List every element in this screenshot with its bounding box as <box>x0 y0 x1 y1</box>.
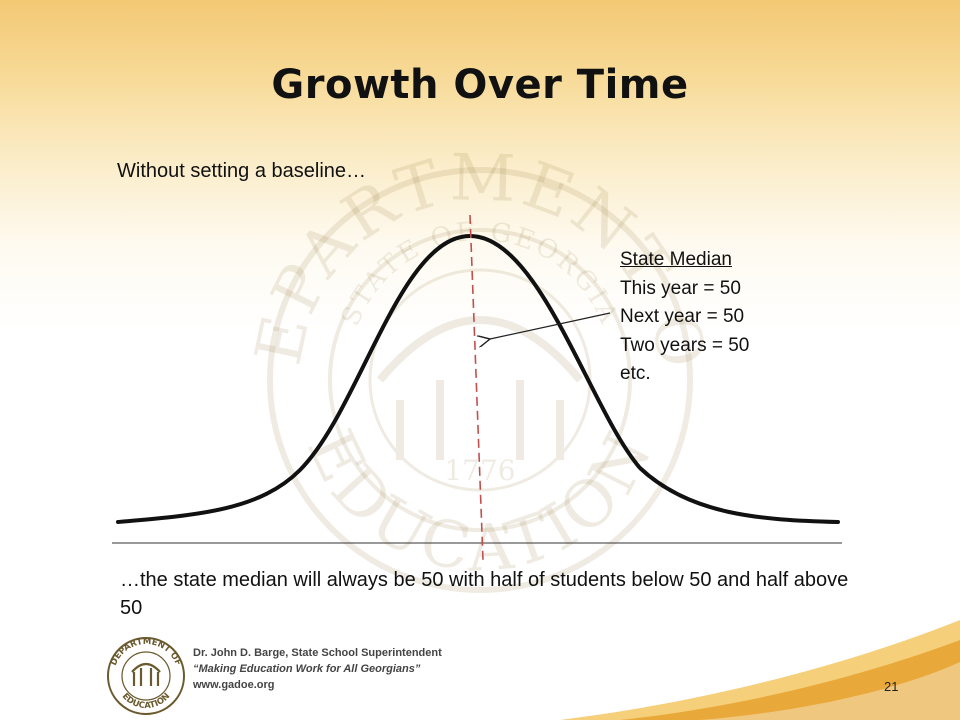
footer-slogan: “Making Education Work for All Georgians… <box>193 663 421 675</box>
median-line <box>469 214 484 561</box>
median-line-1: This year = 50 <box>620 277 741 299</box>
conclusion-text: …the state median will always be 50 with… <box>120 569 849 619</box>
gadoe-logo: DEPARTMENT OF EDUCATION <box>107 637 185 715</box>
median-line-3: Two years = 50 <box>620 334 750 356</box>
footer-website: www.gadoe.org <box>193 679 275 691</box>
intro-text: Without setting a baseline… <box>117 160 367 182</box>
slide-title: Growth Over Time <box>271 62 689 108</box>
median-line-4: etc. <box>620 363 651 384</box>
footer-swoosh <box>560 620 960 720</box>
median-line-2: Next year = 50 <box>620 306 745 327</box>
footer-superintendent: Dr. John D. Barge, State School Superint… <box>193 647 442 659</box>
page-number: 21 <box>884 679 899 694</box>
median-arrow <box>490 312 611 339</box>
state-median-title: State Median <box>620 249 732 270</box>
state-median-callout: State Median This year = 50 Next year = … <box>620 246 749 389</box>
footer-credits: Dr. John D. Barge, State School Superint… <box>193 645 442 693</box>
